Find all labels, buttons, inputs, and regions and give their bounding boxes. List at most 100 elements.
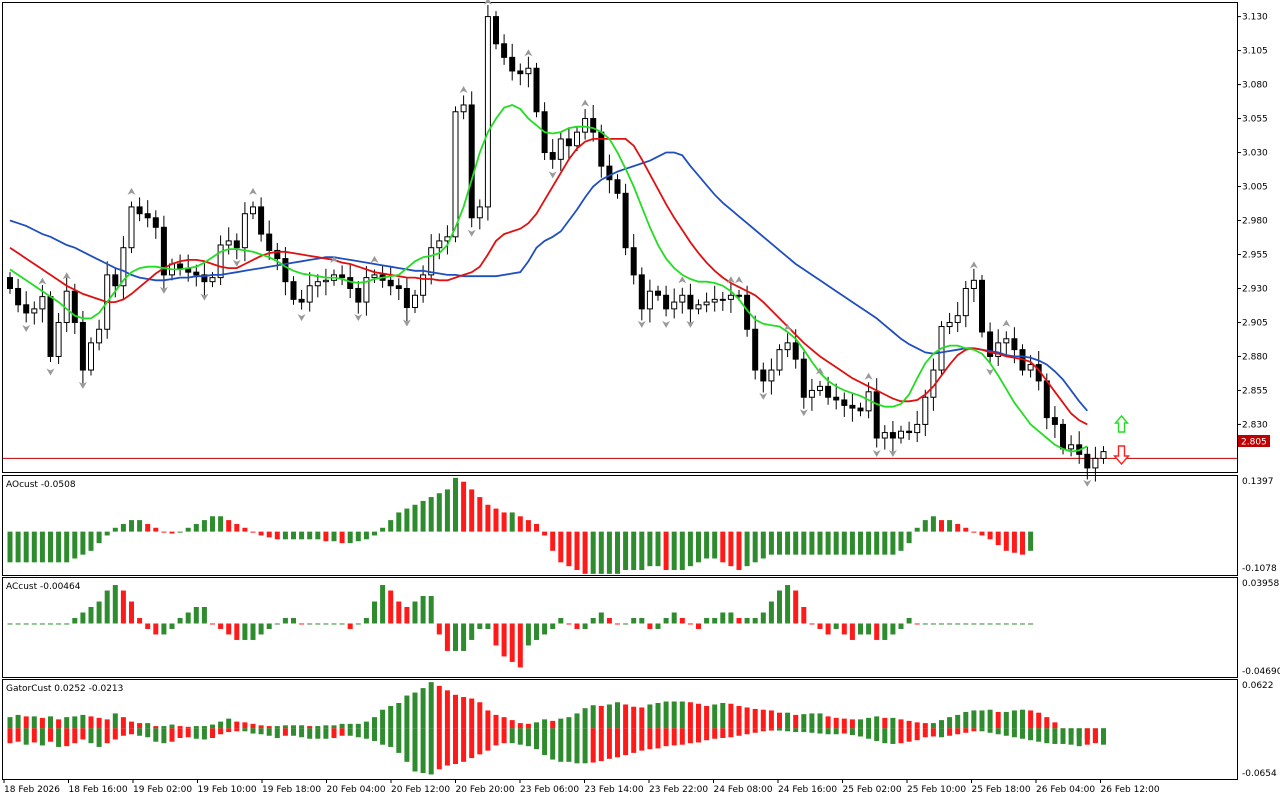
candle-body — [808, 389, 815, 398]
ao-bar — [39, 531, 45, 563]
gator-upper-bar — [955, 714, 961, 729]
gator-lower-bar — [177, 728, 183, 738]
ac-bar — [64, 623, 70, 625]
ao-bar — [428, 497, 434, 532]
candle-body — [970, 279, 977, 289]
gator-upper-bar — [299, 725, 305, 729]
gator-upper-bar — [315, 726, 321, 729]
ac-bar — [485, 623, 491, 629]
ao-bar — [96, 531, 102, 544]
ac-bar — [104, 590, 110, 624]
gator-lower-bar — [704, 728, 710, 741]
ac-bar — [80, 612, 86, 624]
ao-bar — [1011, 531, 1017, 553]
ao-bar — [906, 531, 912, 544]
candle-body — [784, 342, 791, 351]
candle-body — [995, 342, 1002, 357]
gator-lower-bar — [7, 728, 13, 744]
ao-bar — [112, 527, 118, 532]
gator-upper-bar — [728, 703, 734, 729]
gator-upper-bar — [809, 713, 815, 729]
price-tick-label: 3.055 — [1242, 115, 1268, 125]
time-tick-label: 26 Feb 12:00 — [1101, 785, 1160, 795]
gator-upper-bar — [598, 705, 604, 729]
ac-bar — [671, 612, 677, 624]
gator-lower-bar — [388, 728, 394, 747]
gator-upper-bar — [39, 717, 45, 729]
gator-upper-bar — [1011, 710, 1017, 729]
ao-bar — [866, 531, 872, 555]
fractal-down-marker — [22, 324, 31, 332]
gator-lower-bar — [793, 728, 799, 733]
ac-bar — [963, 623, 969, 625]
gator-ymin: -0.0654 — [1242, 769, 1277, 779]
candle-body — [857, 407, 864, 412]
gator-lower-bar — [485, 728, 491, 751]
ac-bar — [185, 612, 191, 624]
ao-bar — [971, 531, 977, 533]
gator-lower-bar — [995, 728, 1001, 735]
fractal-up-marker — [783, 323, 792, 331]
ao-bar — [1003, 531, 1009, 551]
ao-bar — [234, 523, 240, 532]
ac-bar — [752, 617, 758, 624]
gator-lower-bar — [833, 728, 839, 735]
gator-lower-bar — [696, 728, 701, 743]
candle-body — [622, 192, 629, 249]
gator-lower-bar — [687, 728, 693, 744]
ac-bar — [874, 623, 880, 640]
candle-body — [217, 244, 224, 279]
candle-body — [614, 179, 621, 194]
ao-bar — [874, 531, 880, 555]
gator-lower-bar — [193, 728, 199, 739]
ac-bar — [890, 623, 896, 635]
candle-body — [112, 274, 119, 287]
ac-bar — [777, 590, 782, 624]
gator-upper-bar — [752, 708, 758, 729]
candle-body — [776, 349, 783, 371]
gator-lower-bar — [825, 728, 831, 735]
ao-bar — [671, 531, 677, 571]
gator-upper-bar — [963, 711, 969, 729]
gator-lower-bar — [574, 728, 580, 764]
ao-bar — [444, 489, 450, 532]
fractal-up-marker — [726, 276, 735, 284]
gator-upper-bar — [477, 702, 483, 729]
ao-bar — [849, 531, 855, 555]
candle-body — [833, 396, 840, 401]
gator-lower-bar — [137, 728, 143, 736]
gator-upper-bar — [226, 718, 232, 729]
ac-bar — [930, 623, 936, 625]
gator-lower-bar — [979, 728, 985, 732]
gator-lower-bar — [210, 728, 215, 738]
fractal-up-marker — [483, 0, 492, 5]
fractal-up-marker — [370, 255, 379, 263]
gator-lower-bar — [331, 728, 337, 738]
candle-body — [476, 206, 483, 219]
gator-upper-bar — [858, 719, 863, 729]
fractal-up-marker — [330, 255, 338, 263]
fractal-down-marker — [200, 293, 209, 301]
ao-bar — [331, 531, 337, 542]
ac-histogram — [7, 585, 1034, 668]
candle-body — [849, 404, 856, 409]
ac-bar — [436, 623, 442, 635]
ac-label: ACcust -0.00464 — [6, 582, 81, 592]
gator-lower-bar — [96, 728, 102, 747]
candle-body — [201, 274, 208, 283]
ao-bar — [890, 531, 896, 555]
gator-upper-bar — [890, 717, 896, 729]
gator-lower-bar — [469, 728, 475, 759]
ac-bar — [841, 623, 847, 635]
candle-body — [954, 315, 961, 323]
ac-bar — [323, 623, 329, 625]
candle-body — [460, 104, 467, 113]
gator-upper-bar — [849, 719, 855, 729]
ac-bar — [88, 607, 94, 624]
ao-bar — [363, 531, 369, 540]
ac-bar — [606, 617, 612, 624]
axes-layer: 3.130 3.105 3.080 3.055 3.030 3.005 2.980 2.955… — [3, 13, 1268, 795]
ac-bar — [266, 623, 272, 629]
